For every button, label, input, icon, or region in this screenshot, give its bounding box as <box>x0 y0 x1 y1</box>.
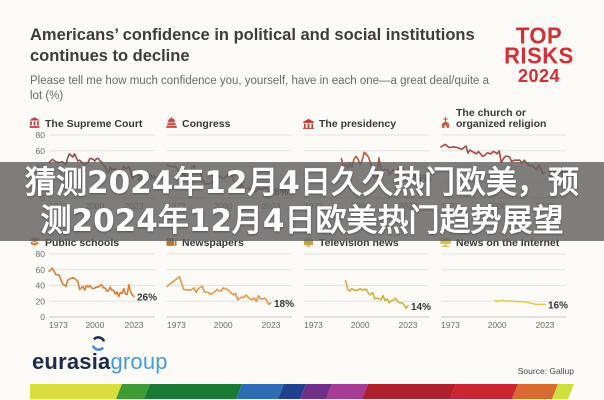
badge-line-3: 2024 <box>517 66 561 86</box>
panel-plot-public-schools: 80 60 40 20 0 1973 2000 2023 26% <box>36 251 158 330</box>
svg-text:1973: 1973 <box>49 320 68 330</box>
panel-title: Congress <box>182 118 231 130</box>
svg-text:1973: 1973 <box>304 320 323 330</box>
panel-plot-newspapers: 1973 2000 2023 18% <box>166 253 294 330</box>
svg-text:1973: 1973 <box>167 320 186 330</box>
svg-text:2023: 2023 <box>262 320 281 330</box>
panel-title: Newspapers <box>182 237 244 249</box>
svg-text:2023: 2023 <box>125 320 144 330</box>
svg-text:0: 0 <box>40 312 45 322</box>
top-risks-2024-logo: TOP RISKS 2024 <box>500 22 578 86</box>
svg-text:80: 80 <box>36 251 46 259</box>
panel-title: The Supreme Court <box>45 118 143 130</box>
end-value-label: 14% <box>411 302 431 313</box>
badge-line-1: TOP <box>515 22 563 49</box>
svg-text:60: 60 <box>36 146 46 156</box>
panel-title: News on the Internet <box>456 237 560 249</box>
svg-text:60: 60 <box>36 265 46 275</box>
trend-line-public-schools <box>48 267 135 298</box>
svg-text:2000: 2000 <box>351 320 370 330</box>
page-title: Americans’ confidence in political and s… <box>30 26 475 65</box>
watermark-overlay: 猜测2024年12月4日久久热门欧美，预 测2024年12月4日欧美热门趋势展望 <box>0 162 604 241</box>
footer-color-band <box>30 384 574 399</box>
panel-plot-television-news: 1973 2000 2023 14% <box>304 253 431 330</box>
logo-text-group: group <box>110 349 168 374</box>
capitol-icon <box>166 117 177 128</box>
church-icon <box>441 117 450 128</box>
svg-text:20: 20 <box>36 296 46 306</box>
panel-header: The Supreme Court <box>28 106 162 130</box>
panel-title: The church or organized religion <box>456 107 547 130</box>
eurasia-circular-arrows-icon <box>91 336 106 351</box>
panel-header: The church or organized religion <box>439 106 573 130</box>
panel-plot-internet-news: 1973 2000 2023 16% <box>441 253 568 330</box>
whitehouse-icon <box>303 118 314 129</box>
watermark-line-1: 猜测2024年12月4日久久热门欧美，预 <box>25 164 579 201</box>
panel-title: Public schools <box>45 237 120 249</box>
svg-text:2000: 2000 <box>85 320 104 330</box>
watermark-line-2: 测2024年12月4日欧美热门趋势展望 <box>40 202 564 239</box>
trend-line-internet-news <box>494 299 546 306</box>
svg-text:2023: 2023 <box>536 320 555 330</box>
panel-header: The presidency <box>302 106 436 130</box>
trend-line-newspapers <box>166 275 272 306</box>
chart-subtitle: Please tell me how much confidence you, … <box>30 75 490 102</box>
svg-text:2000: 2000 <box>214 320 233 330</box>
trend-line-television-news <box>344 279 409 310</box>
panel-title: Television news <box>319 237 399 249</box>
svg-text:80: 80 <box>36 132 46 140</box>
svg-text:2000: 2000 <box>488 320 507 330</box>
svg-text:1973: 1973 <box>441 320 460 330</box>
source-credit: Source: Gallup <box>517 366 574 376</box>
svg-text:2023: 2023 <box>399 320 418 330</box>
chart-panel-internet-news: News on the Internet 1973 2000 2023 16% <box>439 225 573 331</box>
tv-icon <box>303 236 314 247</box>
end-value-label: 16% <box>548 300 568 311</box>
courthouse-icon <box>29 117 40 128</box>
end-value-label: 26% <box>137 293 157 304</box>
badge-line-2: RISKS <box>504 42 574 69</box>
panel-header: Television news <box>302 225 436 249</box>
panel-header: Congress <box>165 106 299 130</box>
panel-title: The presidency <box>319 118 397 130</box>
chart-panel-television-news: Television news 1973 2000 2023 14% <box>302 225 436 331</box>
eurasia-group-logo: eurasiagroup <box>32 336 168 374</box>
svg-text:40: 40 <box>36 281 46 291</box>
logo-text-eurasia: eurasia <box>32 349 111 374</box>
end-value-label: 18% <box>274 299 294 310</box>
chart-panel-public-schools: Public schools 80 60 40 20 0 1973 2000 2023 26% <box>28 225 162 331</box>
